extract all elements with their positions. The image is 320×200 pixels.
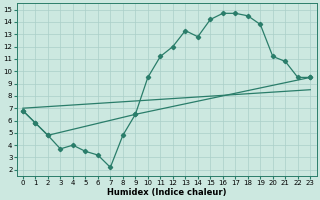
X-axis label: Humidex (Indice chaleur): Humidex (Indice chaleur) <box>107 188 226 197</box>
